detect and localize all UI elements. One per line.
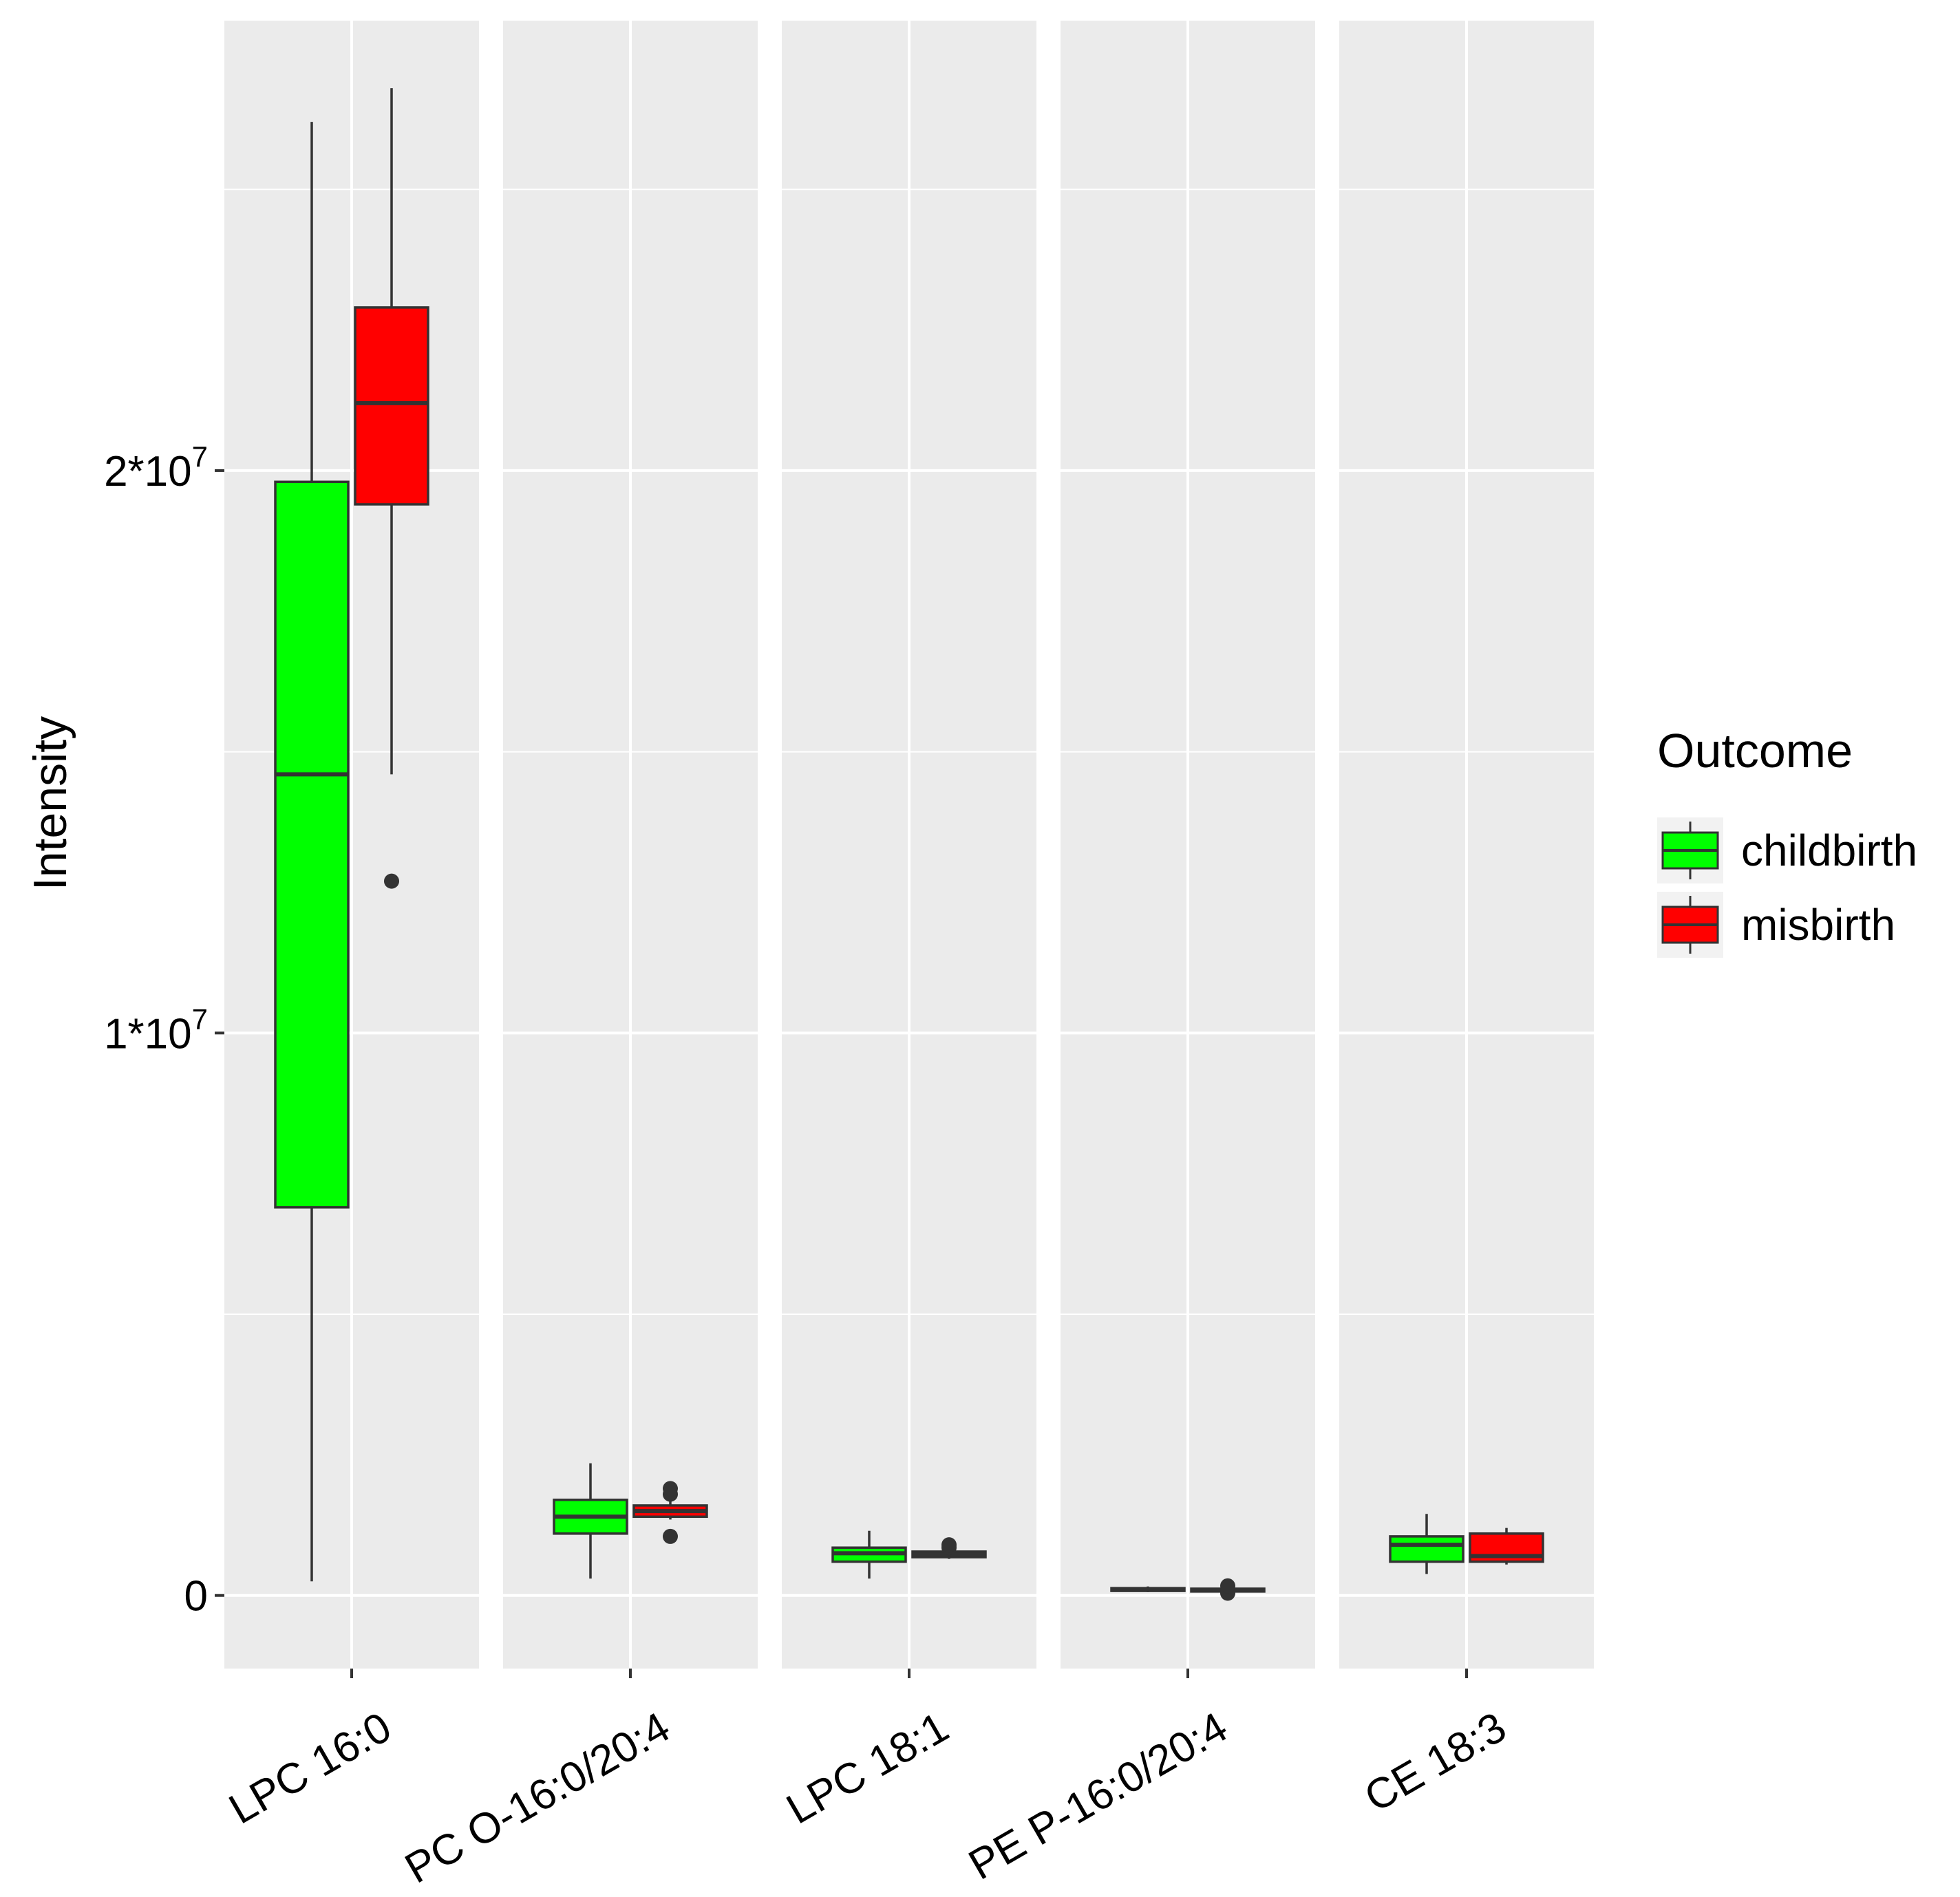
x-tick-label: LPC 16:0 (222, 1703, 399, 1833)
x-tick-label: PE P-16:0/20:4 (961, 1703, 1235, 1889)
y-tick-base: 2*10 (104, 448, 192, 495)
outlier-point (384, 873, 399, 889)
box (274, 480, 350, 1209)
outlier-point (941, 1537, 957, 1553)
y-tick-exponent: 7 (192, 440, 208, 473)
y-tick-exponent: 7 (192, 1003, 208, 1035)
legend-title: Outcome (1657, 724, 1853, 778)
y-tick-base: 0 (184, 1573, 208, 1620)
outlier-point (663, 1481, 678, 1497)
box (1389, 1535, 1464, 1563)
legend-label: misbirth (1741, 900, 1895, 950)
legend-label: childbirth (1741, 826, 1917, 875)
y-tick-label: 2*107 (104, 440, 208, 495)
y-tick-label: 0 (184, 1573, 208, 1620)
x-tick-label: CE 18:3 (1356, 1703, 1514, 1821)
box-marks (274, 88, 1544, 1601)
box (354, 306, 429, 506)
x-tick-label: PC O-16:0/20:4 (397, 1703, 678, 1892)
outlier-point (663, 1528, 678, 1544)
legend: Outcome childbirth misbirth (1657, 724, 1917, 958)
x-tick-label: LPC 18:1 (779, 1703, 957, 1833)
y-axis-label: Intensity (24, 716, 76, 890)
facet-panels (224, 21, 1594, 1669)
y-tick-base: 1*10 (104, 1010, 192, 1058)
outlier-point (1220, 1578, 1235, 1594)
y-tick-label: 1*107 (104, 1003, 208, 1058)
